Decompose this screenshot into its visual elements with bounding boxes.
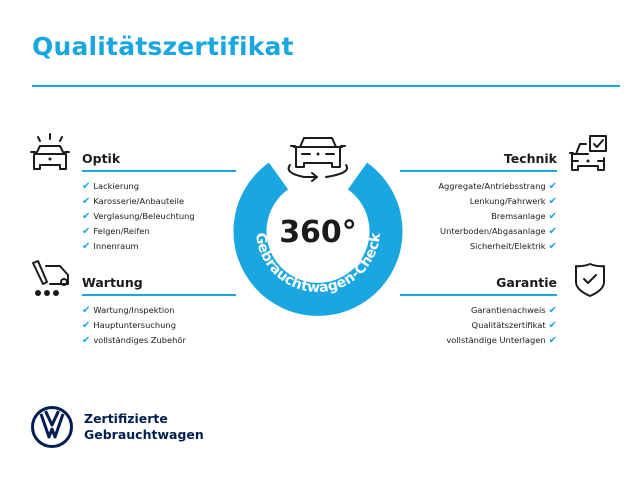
list-item: Unterboden/Abgasanlage ✔ (440, 226, 557, 237)
title-divider (32, 85, 620, 87)
check-360-badge: 360° Gebrauchtwagen-Check (233, 137, 403, 316)
list-item: vollständige Unterlagen ✔ (446, 335, 557, 346)
list-item: ✔ Verglasung/Beleuchtung (82, 211, 195, 222)
list-item: Sicherheit/Elektrik ✔ (469, 241, 557, 252)
list-item: Bremsanlage ✔ (491, 211, 557, 222)
technik-divider (400, 170, 557, 172)
garantie-divider (400, 294, 557, 296)
check-icon: ✔ (548, 211, 557, 222)
list-item: ✔ Karosserie/Anbauteile (82, 196, 185, 207)
list-item: Aggregate/Antriebsstrang ✔ (438, 181, 557, 192)
list-item: ✔ Hauptuntersuchung (82, 320, 176, 331)
list-item: ✔ Lackierung (82, 181, 140, 192)
list-item: ✔ Wartung/Inspektion (82, 305, 175, 316)
list-item: ✔ vollständiges Zubehör (82, 335, 186, 346)
check-icon: ✔ (82, 241, 91, 252)
brand-name: Zertifizierte Gebrauchtwagen (84, 411, 204, 442)
check-icon: ✔ (82, 196, 91, 207)
check-icon: ✔ (82, 305, 91, 316)
service-truck-icon (32, 260, 69, 296)
check-icon: ✔ (82, 181, 91, 192)
vw-logo (31, 406, 73, 448)
list-item: Qualitätszertifikat ✔ (471, 320, 557, 331)
check-icon: ✔ (548, 241, 557, 252)
car-rotate-icon (287, 137, 348, 182)
check-icon: ✔ (82, 211, 91, 222)
optik-list: ✔ Lackierung ✔ Karosserie/Anbauteile ✔ Verg… (82, 179, 195, 254)
check-icon: ✔ (548, 181, 557, 192)
list-item: ✔ Felgen/Reifen (82, 226, 150, 237)
garantie-heading: Garantie (496, 275, 557, 290)
page-title: Qualitätszertifikat (32, 32, 294, 61)
wartung-divider (82, 294, 236, 296)
list-item: Lenkung/Fahrwerk ✔ (469, 196, 557, 207)
optik-heading: Optik (82, 151, 121, 166)
technik-heading: Technik (503, 151, 557, 166)
check-icon: ✔ (548, 226, 557, 237)
check-icon: ✔ (548, 335, 557, 346)
check-icon: ✔ (548, 196, 557, 207)
optik-divider (82, 170, 236, 172)
car-checkbox-icon (569, 135, 607, 171)
shield-check-icon (575, 263, 605, 297)
technik-list: Aggregate/Antriebsstrang ✔ Lenkung/Fahrwe… (438, 179, 557, 254)
check-icon: ✔ (82, 335, 91, 346)
garantie-list: Garantienachweis ✔ Qualitätszertifikat ✔ v… (446, 303, 557, 348)
wartung-heading: Wartung (82, 275, 143, 290)
check-icon: ✔ (82, 226, 91, 237)
list-item: Garantienachweis ✔ (470, 305, 557, 316)
check-icon: ✔ (548, 305, 557, 316)
badge-ring (233, 162, 403, 316)
check-icon: ✔ (82, 320, 91, 331)
degrees-label: 360° (279, 215, 357, 250)
wartung-list: ✔ Wartung/Inspektion ✔ Hauptuntersuchung ✔… (82, 303, 186, 348)
list-item: ✔ Innenraum (82, 241, 139, 252)
check-icon: ✔ (548, 320, 557, 331)
car-lights-icon (30, 133, 70, 170)
